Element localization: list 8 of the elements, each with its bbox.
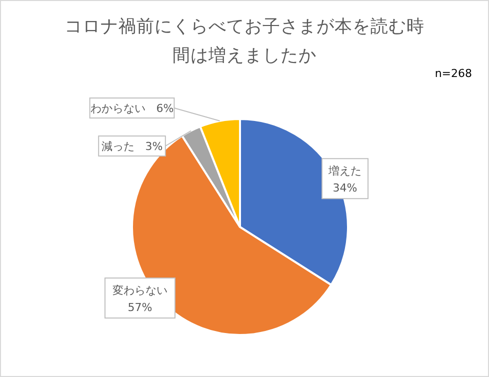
chart-title: コロナ禍前にくらべてお子さまが本を読む時間は増えましたか [64, 17, 424, 66]
data-label: 34% [332, 182, 358, 195]
slice-label: わからない 6% [90, 102, 174, 115]
text: n=268 [434, 67, 472, 80]
data-label: 57% [128, 301, 152, 314]
slice-label: 変わらない [112, 284, 168, 298]
slice-label: 増えた [328, 164, 362, 178]
slice-label: 減った 3% [101, 140, 163, 153]
